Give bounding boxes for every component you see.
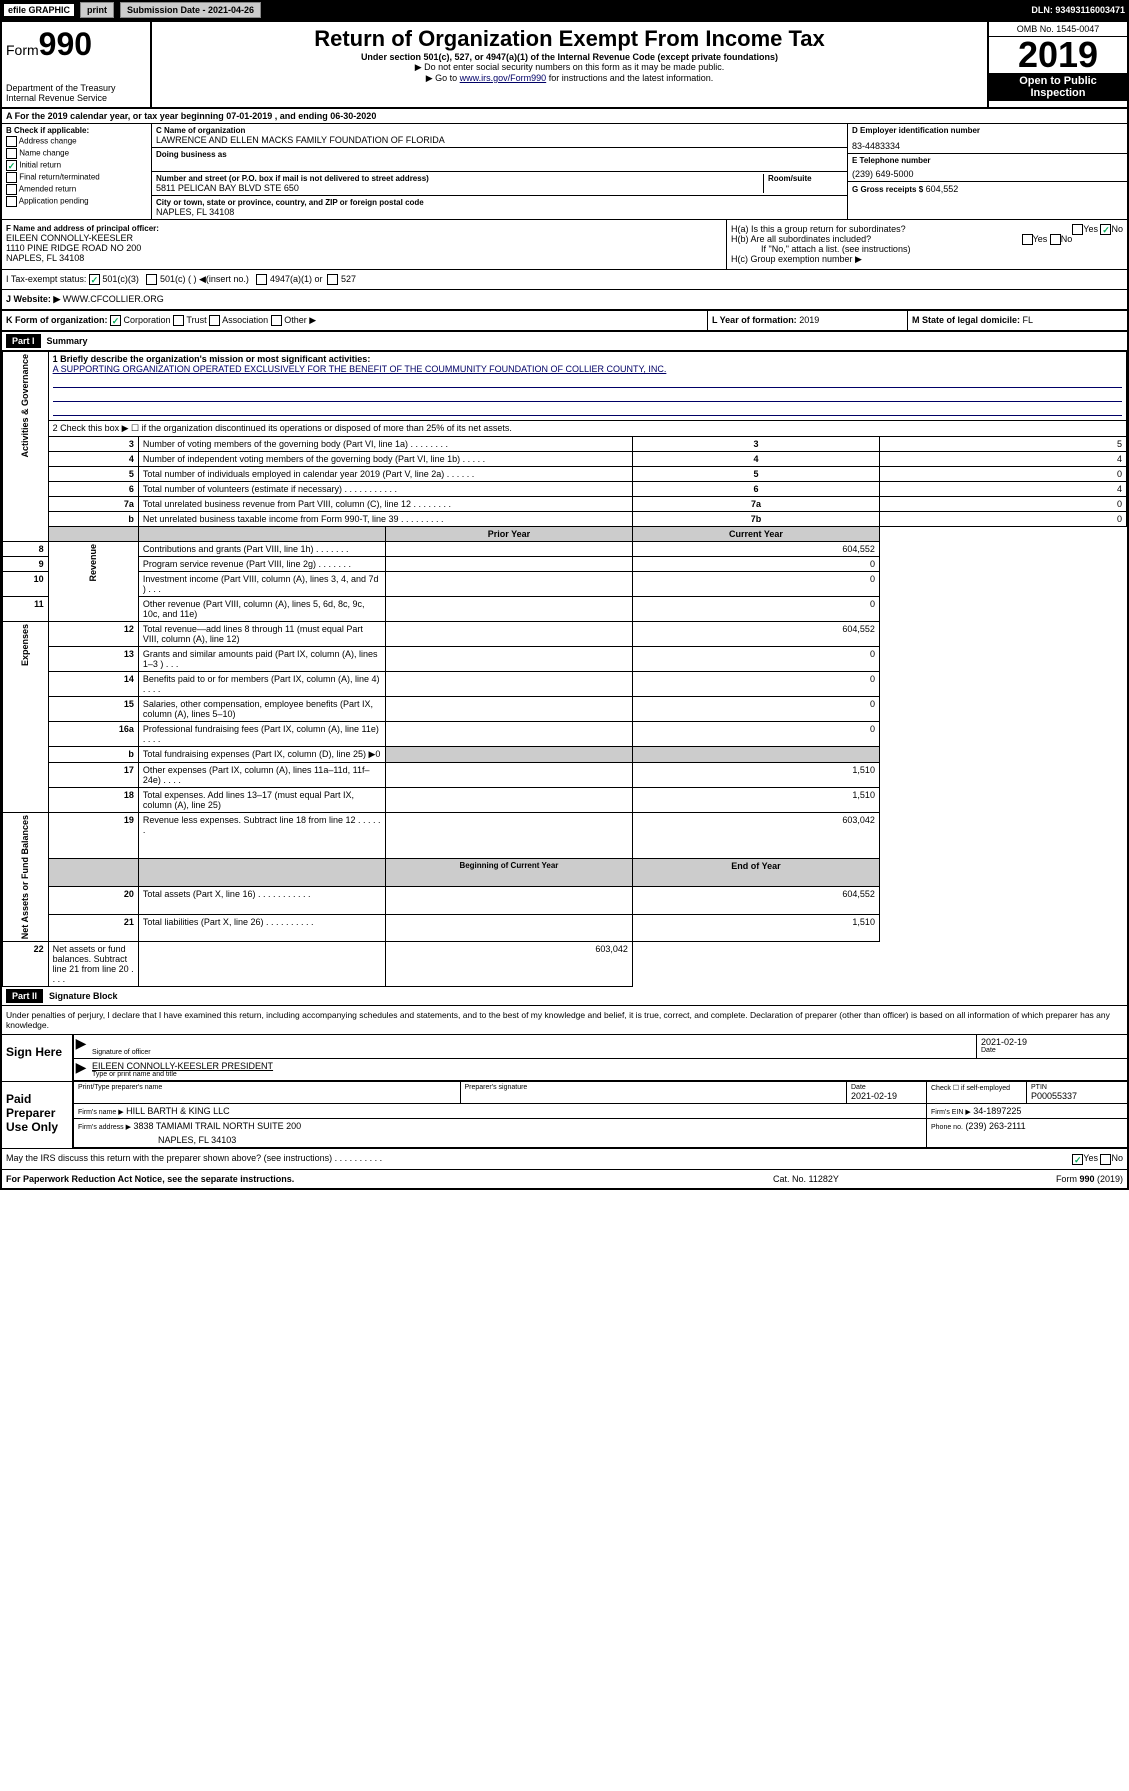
col-c-org-info: C Name of organizationLAWRENCE AND ELLEN… bbox=[152, 124, 847, 219]
row-f-h: F Name and address of principal officer:… bbox=[2, 220, 1127, 270]
addr-change-check[interactable]: Address change bbox=[6, 136, 147, 147]
col-b-checkboxes: B Check if applicable: Address change Na… bbox=[2, 124, 152, 219]
form-container: Form990 Department of the Treasury Inter… bbox=[0, 20, 1129, 1190]
dln-label: DLN: 93493116003471 bbox=[1031, 5, 1125, 15]
col-d-e-g: D Employer identification number83-44833… bbox=[847, 124, 1127, 219]
irs-label: Internal Revenue Service bbox=[6, 93, 146, 103]
h-c: H(c) Group exemption number ▶ bbox=[731, 254, 1123, 265]
form-number: Form990 bbox=[6, 26, 146, 63]
firm-name: HILL BARTH & KING LLC bbox=[126, 1106, 230, 1116]
initial-return-check[interactable]: Initial return bbox=[6, 160, 147, 171]
state-domicile: FL bbox=[1023, 315, 1034, 325]
501c3-check[interactable] bbox=[89, 274, 100, 285]
ptin: P00055337 bbox=[1031, 1091, 1123, 1101]
part-2-header: Part IISignature Block bbox=[2, 987, 1127, 1006]
top-bar: efile GRAPHIC print Submission Date - 20… bbox=[0, 0, 1129, 20]
officer-addr1: 1110 PINE RIDGE ROAD NO 200 bbox=[6, 243, 722, 253]
street-address: 5811 PELICAN BAY BLVD STE 650 bbox=[156, 183, 763, 193]
subtitle-1: Under section 501(c), 527, or 4947(a)(1)… bbox=[156, 52, 983, 62]
subtitle-2: ▶ Do not enter social security numbers o… bbox=[156, 62, 983, 73]
firm-phone: (239) 263-2111 bbox=[965, 1121, 1025, 1131]
paid-preparer-block: Paid Preparer Use Only Print/Type prepar… bbox=[2, 1081, 1127, 1148]
summary-table: Activities & Governance 1 Briefly descri… bbox=[2, 351, 1127, 987]
form-title: Return of Organization Exempt From Incom… bbox=[156, 26, 983, 52]
discuss-row: May the IRS discuss this return with the… bbox=[2, 1148, 1127, 1168]
sign-here-block: Sign Here ▶ Signature of officer 2021-02… bbox=[2, 1035, 1127, 1081]
form-header: Form990 Department of the Treasury Inter… bbox=[2, 22, 1127, 109]
tax-year: 2019 bbox=[989, 37, 1127, 73]
section-b-c-d-e: B Check if applicable: Address change Na… bbox=[2, 124, 1127, 220]
form-footer: For Paperwork Reduction Act Notice, see … bbox=[2, 1169, 1127, 1188]
penalties-text: Under penalties of perjury, I declare th… bbox=[2, 1006, 1127, 1035]
h-b: H(b) Are all subordinates included?Yes N… bbox=[731, 234, 1123, 244]
dept-label: Department of the Treasury bbox=[6, 83, 146, 93]
sign-date: 2021-02-19 bbox=[981, 1037, 1123, 1047]
final-return-check[interactable]: Final return/terminated bbox=[6, 172, 147, 183]
efile-label: efile GRAPHIC bbox=[4, 4, 74, 16]
row-i-tax-status: I Tax-exempt status: 501(c)(3) 501(c) ( … bbox=[2, 270, 1127, 290]
subtitle-3: ▶ Go to www.irs.gov/Form990 for instruct… bbox=[156, 73, 983, 84]
officer-name: EILEEN CONNOLLY-KEESLER bbox=[6, 233, 722, 243]
amended-check[interactable]: Amended return bbox=[6, 184, 147, 195]
ein: 83-4483334 bbox=[852, 141, 1123, 151]
city-state-zip: NAPLES, FL 34108 bbox=[156, 207, 843, 217]
mission-text: A SUPPORTING ORGANIZATION OPERATED EXCLU… bbox=[53, 364, 1122, 374]
phone: (239) 649-5000 bbox=[852, 169, 1123, 179]
irs-link[interactable]: www.irs.gov/Form990 bbox=[460, 73, 547, 83]
app-pending-check[interactable]: Application pending bbox=[6, 196, 147, 207]
part-1-header: Part ISummary bbox=[2, 332, 1127, 351]
print-button[interactable]: print bbox=[80, 2, 114, 18]
officer-addr2: NAPLES, FL 34108 bbox=[6, 253, 722, 263]
name-change-check[interactable]: Name change bbox=[6, 148, 147, 159]
website: WWW.CFCOLLIER.ORG bbox=[63, 294, 164, 304]
row-k-org-form: K Form of organization: Corporation Trus… bbox=[2, 311, 1127, 332]
firm-ein: 34-1897225 bbox=[973, 1106, 1021, 1116]
row-j-website: J Website: ▶ WWW.CFCOLLIER.ORG bbox=[2, 290, 1127, 311]
officer-printed-name: EILEEN CONNOLLY-KEESLER PRESIDENT bbox=[92, 1061, 1123, 1071]
org-name: LAWRENCE AND ELLEN MACKS FAMILY FOUNDATI… bbox=[156, 135, 843, 145]
submission-date-button[interactable]: Submission Date - 2021-04-26 bbox=[120, 2, 261, 18]
row-a-tax-year: A For the 2019 calendar year, or tax yea… bbox=[2, 109, 1127, 124]
h-a: H(a) Is this a group return for subordin… bbox=[731, 224, 1123, 234]
open-public-label: Open to Public Inspection bbox=[989, 73, 1127, 101]
year-formation: 2019 bbox=[799, 315, 819, 325]
gross-receipts: 604,552 bbox=[926, 184, 959, 194]
firm-addr: 3838 TAMIAMI TRAIL NORTH SUITE 200 bbox=[134, 1121, 302, 1131]
h-b-note: If "No," attach a list. (see instruction… bbox=[731, 244, 1123, 254]
